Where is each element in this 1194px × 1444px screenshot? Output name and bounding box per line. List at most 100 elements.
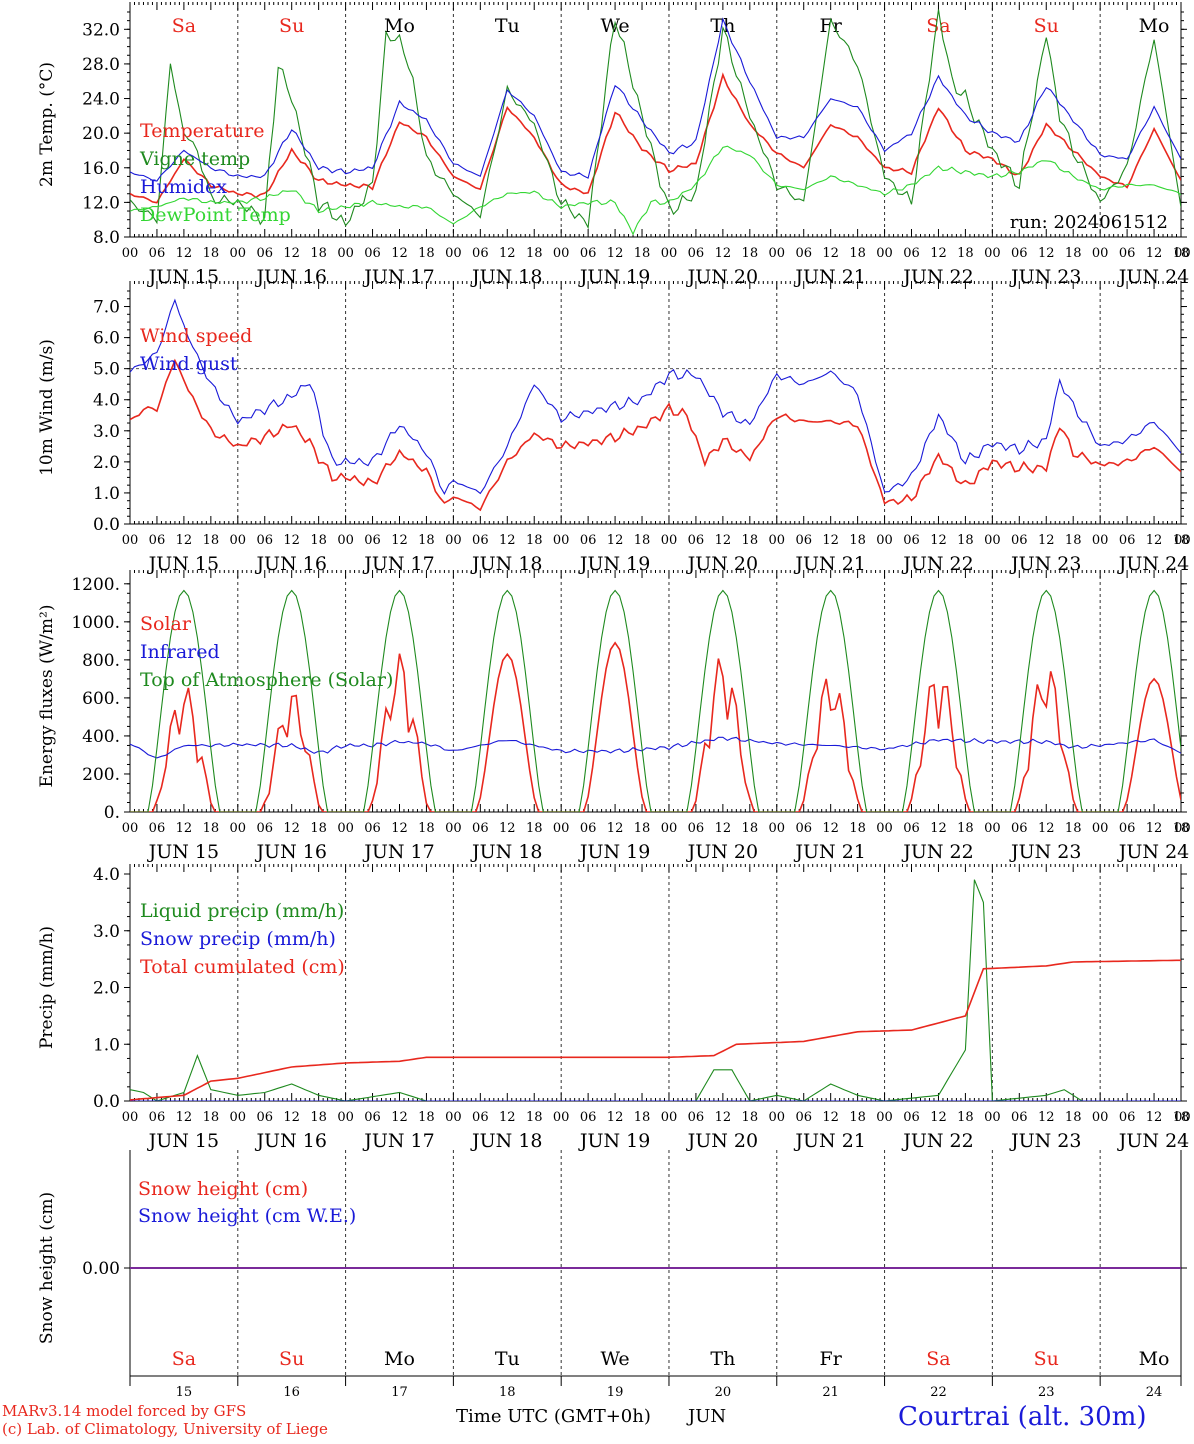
weekday-label: Th xyxy=(710,1348,735,1370)
hour-tick-label: 06 xyxy=(364,246,381,261)
hour-tick-label: 06 xyxy=(795,821,812,836)
hour-tick-label: 12 xyxy=(607,246,624,261)
hour-tick-label: 00 xyxy=(230,821,247,836)
legend-entry: Snow height (cm W.E.) xyxy=(138,1205,356,1227)
date-label: JUN 22 xyxy=(901,1130,973,1152)
hour-tick-label: 00 xyxy=(661,821,678,836)
legend-entry: Total cumulated (cm) xyxy=(140,956,345,978)
day-number-label: 17 xyxy=(391,1385,408,1400)
hour-tick-label: 18 xyxy=(957,1110,974,1125)
weekday-label: Th xyxy=(710,15,735,37)
hour-tick-label: 00 xyxy=(1092,246,1109,261)
hour-tick-label: 00 xyxy=(122,533,139,548)
y-tick-label: 600. xyxy=(82,689,120,709)
y-tick-label: 7.0 xyxy=(93,298,120,318)
hour-tick-label: 00 xyxy=(337,246,354,261)
day-number-label: 24 xyxy=(1146,1385,1163,1400)
weekday-label: Mo xyxy=(1139,1348,1170,1370)
y-tick-label: 20.0 xyxy=(82,124,120,144)
date-label: JUN 18 xyxy=(470,266,542,288)
series-line xyxy=(130,879,1181,1101)
hour-tick-label: 18 xyxy=(1065,533,1082,548)
hour-tick-label: 12 xyxy=(930,246,947,261)
date-label: JUN 24 xyxy=(1117,553,1189,575)
hour-tick-label: 12 xyxy=(930,1110,947,1125)
weekday-label: Su xyxy=(279,1348,304,1370)
hour-tick-label: 06 xyxy=(1011,533,1028,548)
hour-tick-label: 06 xyxy=(256,246,273,261)
hour-tick-label: 00 xyxy=(553,1110,570,1125)
hour-tick-label: 18 xyxy=(310,246,327,261)
hour-tick-label: 06 xyxy=(795,1110,812,1125)
hour-tick-label: 12 xyxy=(499,1110,516,1125)
hour-tick-label: 00 xyxy=(230,246,247,261)
hour-tick-label: 06 xyxy=(472,1110,489,1125)
hour-tick-label: 12 xyxy=(607,533,624,548)
date-label: JUN 24 xyxy=(1117,266,1189,288)
hour-tick-label: 06 xyxy=(688,246,705,261)
hour-tick-label: 12 xyxy=(1038,246,1055,261)
date-label: JUN 18 xyxy=(470,1130,542,1152)
hour-tick-label: 06 xyxy=(1119,1110,1136,1125)
hour-tick-label: 18 xyxy=(1173,1110,1190,1125)
hour-tick-label: 12 xyxy=(176,246,193,261)
weekday-label: Su xyxy=(279,15,304,37)
hour-tick-label: 18 xyxy=(1065,1110,1082,1125)
hour-tick-label: 12 xyxy=(822,1110,839,1125)
hour-tick-label: 18 xyxy=(310,533,327,548)
day-number-label: 15 xyxy=(176,1385,193,1400)
hour-tick-label: 06 xyxy=(580,1110,597,1125)
date-label: JUN 20 xyxy=(686,266,758,288)
hour-tick-label: 06 xyxy=(1119,821,1136,836)
y-tick-label: 32.0 xyxy=(82,20,120,40)
hour-tick-label: 18 xyxy=(849,533,866,548)
hour-tick-label: 00 xyxy=(445,1110,462,1125)
hour-tick-label: 18 xyxy=(310,821,327,836)
hour-tick-label: 18 xyxy=(957,821,974,836)
y-tick-label: 28.0 xyxy=(82,55,120,75)
hour-tick-label: 00 xyxy=(768,533,785,548)
hour-tick-label: 06 xyxy=(1011,821,1028,836)
hour-tick-label: 12 xyxy=(283,1110,300,1125)
date-label: JUN 19 xyxy=(578,266,650,288)
series-line xyxy=(130,17,1181,182)
date-label: JUN 20 xyxy=(686,1130,758,1152)
date-label: JUN 17 xyxy=(362,1130,434,1152)
hour-tick-label: 18 xyxy=(1173,246,1190,261)
hour-tick-label: 18 xyxy=(526,246,543,261)
y-tick-label: 800. xyxy=(82,651,120,671)
hour-tick-label: 12 xyxy=(822,533,839,548)
series-line xyxy=(130,589,1181,812)
hour-tick-label: 12 xyxy=(607,821,624,836)
hour-tick-label: 06 xyxy=(688,1110,705,1125)
y-tick-label: 8.0 xyxy=(93,228,120,248)
legend-entry: Liquid precip (mm/h) xyxy=(140,900,344,922)
hour-tick-label: 06 xyxy=(688,821,705,836)
date-label: JUN 17 xyxy=(362,553,434,575)
panel-3: 0. 200. 400. 600. 800. 1000. 1200. Energy fluxe… xyxy=(37,570,1191,863)
hour-tick-label: 18 xyxy=(526,821,543,836)
hour-tick-label: 06 xyxy=(256,1110,273,1125)
time-axis-title: Time UTC (GMT+0h) xyxy=(456,1406,651,1427)
hour-tick-label: 06 xyxy=(149,246,166,261)
hour-tick-label: 00 xyxy=(1092,533,1109,548)
hour-tick-label: 18 xyxy=(634,246,651,261)
panel-2: 0.0 1.0 2.0 3.0 4.0 5.0 6.0 7.0 10m Wind (m/s) 00… xyxy=(37,281,1191,575)
day-number-label: 16 xyxy=(283,1385,300,1400)
footer-model: MARv3.14 model forced by GFS xyxy=(2,1402,247,1420)
legend-entry: Solar xyxy=(140,613,192,635)
hour-tick-label: 12 xyxy=(607,1110,624,1125)
hour-tick-label: 12 xyxy=(1038,821,1055,836)
y-tick-label: 4.0 xyxy=(93,391,120,411)
date-label: JUN 15 xyxy=(147,1130,219,1152)
legend-entry: Wind gust xyxy=(140,353,238,375)
date-label: JUN 18 xyxy=(470,553,542,575)
hour-tick-label: 06 xyxy=(1011,246,1028,261)
hour-tick-label: 12 xyxy=(1038,1110,1055,1125)
hour-tick-label: 06 xyxy=(149,533,166,548)
hour-tick-label: 18 xyxy=(742,533,759,548)
hour-tick-label: 00 xyxy=(122,821,139,836)
hour-tick-label: 12 xyxy=(930,821,947,836)
hour-tick-label: 00 xyxy=(876,1110,893,1125)
